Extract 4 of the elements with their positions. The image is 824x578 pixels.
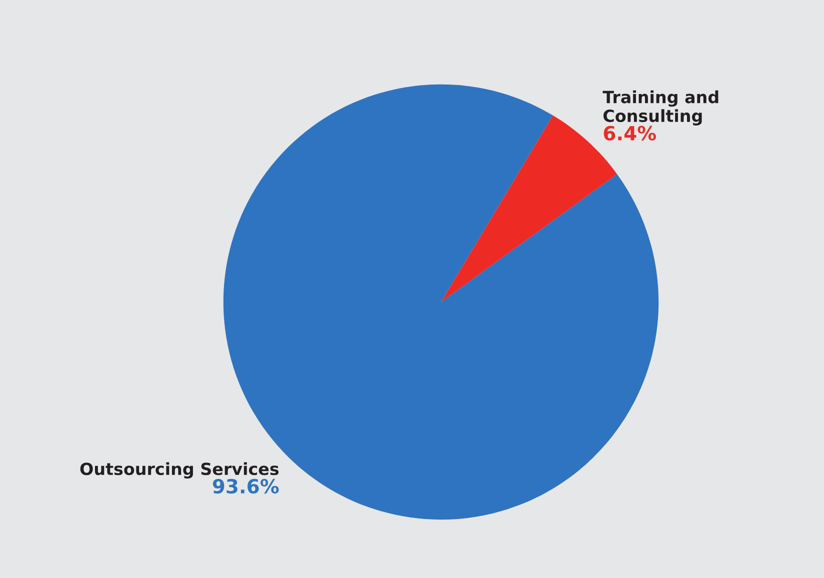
data-label: 6.4% xyxy=(604,126,656,141)
slice-label: Outsourcing Services xyxy=(80,462,279,479)
slice-label: Training and Consulting xyxy=(602,90,718,126)
data-label: 93.6% xyxy=(212,478,279,494)
